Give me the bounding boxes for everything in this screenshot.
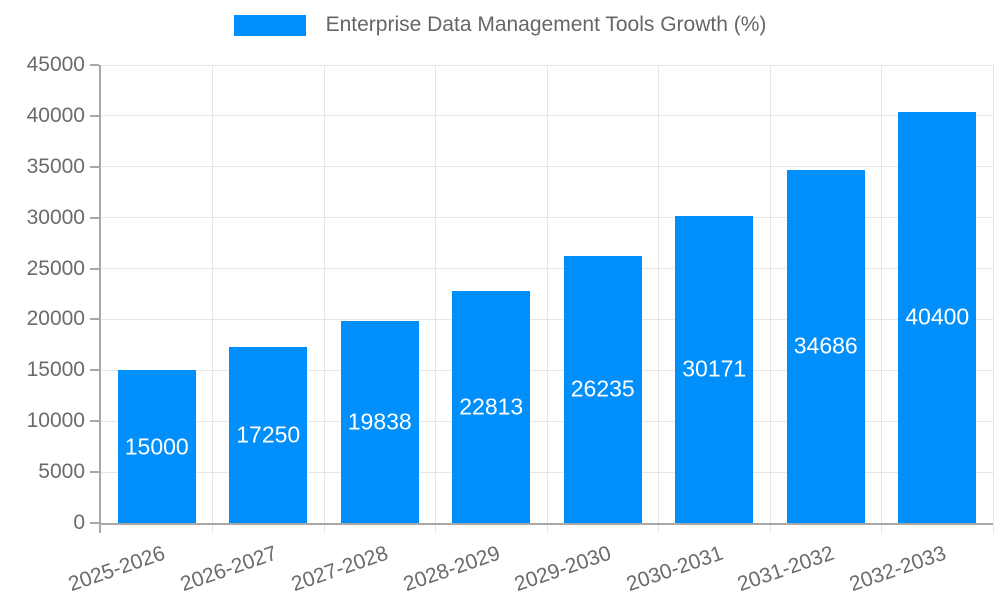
v-gridline	[546, 65, 548, 533]
v-gridline	[435, 65, 436, 533]
x-axis-label: 2031-2032	[734, 541, 838, 597]
chart-legend: Enterprise Data Management Tools Growth …	[0, 13, 1000, 37]
y-axis-tick	[90, 318, 99, 321]
y-axis-label: 20000	[26, 307, 85, 331]
bar-value-label: 17250	[236, 421, 301, 448]
y-axis-label: 5000	[38, 460, 85, 484]
y-axis-tick	[90, 267, 99, 270]
v-gridline	[323, 65, 325, 533]
y-axis-label: 25000	[26, 256, 85, 280]
x-axis-label: 2029-2030	[511, 541, 615, 597]
bar-value-label: 19838	[347, 408, 412, 435]
y-axis-tick	[90, 420, 99, 423]
legend-swatch	[233, 14, 306, 36]
y-axis-tick	[90, 471, 99, 474]
bar	[898, 111, 977, 523]
y-axis-tick	[90, 369, 99, 372]
bar-value-label: 26235	[570, 375, 635, 402]
y-axis-tick	[90, 165, 99, 168]
bar-value-label: 15000	[124, 433, 189, 460]
bar	[452, 290, 531, 523]
y-axis-label: 45000	[26, 53, 85, 76]
x-axis-label: 2026-2027	[177, 541, 280, 597]
v-gridline	[992, 65, 994, 533]
y-axis-line	[99, 65, 101, 533]
legend-label: Enterprise Data Management Tools Growth …	[325, 13, 767, 36]
x-axis-label: 2032-2033	[846, 541, 949, 597]
y-axis-tick	[90, 64, 99, 66]
y-axis-label: 40000	[26, 103, 85, 127]
bar	[786, 169, 865, 523]
x-axis-line	[101, 523, 993, 525]
y-axis-tick	[90, 216, 99, 219]
y-axis-label: 30000	[26, 205, 85, 229]
x-axis-label: 2028-2029	[400, 541, 503, 597]
x-axis-label: 2025-2026	[65, 541, 169, 597]
bar-value-label: 40400	[905, 303, 970, 330]
v-gridline	[658, 65, 659, 533]
bar-value-label: 30171	[682, 355, 747, 382]
bar-value-label: 22813	[459, 393, 524, 420]
y-axis-label: 15000	[26, 358, 85, 382]
v-gridline	[881, 65, 882, 533]
bar	[117, 370, 196, 523]
x-axis-label: 2027-2028	[288, 541, 392, 597]
bar	[675, 215, 754, 523]
bar	[229, 347, 308, 523]
y-axis-tick	[90, 522, 99, 524]
v-gridline	[769, 65, 771, 533]
v-gridline	[212, 65, 213, 533]
y-axis-label: 10000	[26, 409, 85, 433]
bar-value-label: 34686	[793, 332, 858, 359]
y-axis-label: 35000	[26, 154, 85, 178]
y-axis-tick	[90, 114, 99, 117]
bar	[340, 321, 419, 523]
y-axis-label: 0	[73, 511, 85, 534]
bar	[563, 255, 642, 523]
x-axis-label: 2030-2031	[623, 541, 726, 597]
